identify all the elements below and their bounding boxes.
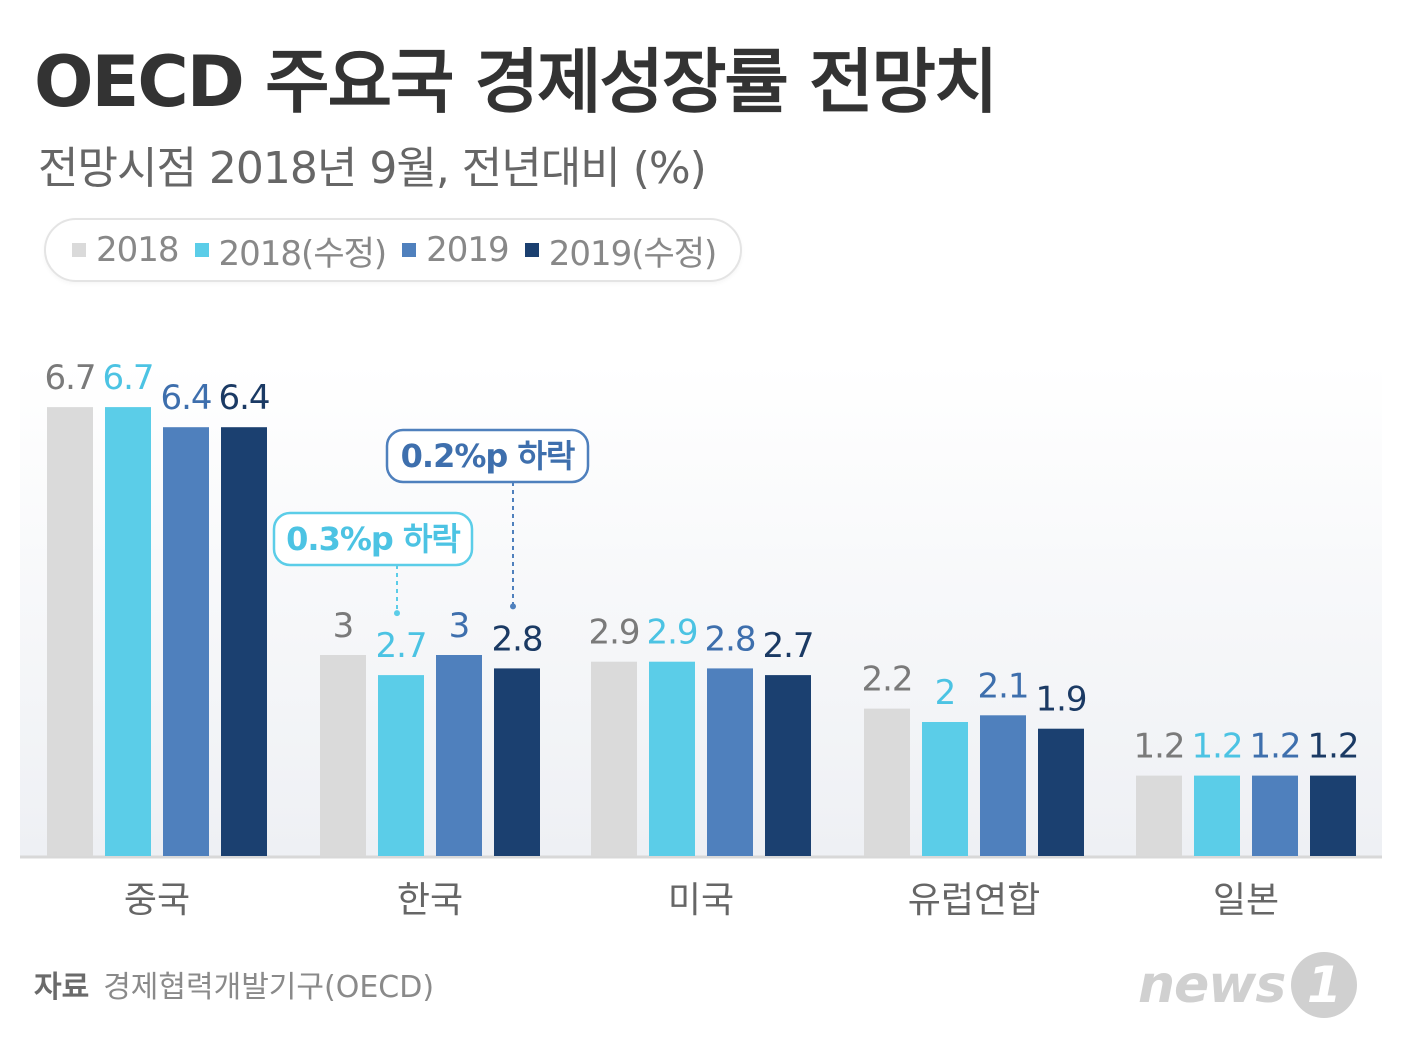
data-label: 6.4 [218, 378, 269, 418]
bar [707, 668, 753, 856]
bar [1038, 728, 1084, 856]
legend-label: 2019(수정) [548, 233, 718, 274]
annotation-callout [385, 428, 590, 484]
data-label: 2.2 [861, 660, 912, 700]
bar [105, 407, 151, 856]
legend-item-2018: 2018 [72, 230, 180, 270]
data-label: 1.2 [1307, 727, 1358, 767]
data-label: 3 [449, 606, 470, 646]
source-text: 경제협력개발기구(OECD) [103, 970, 435, 1005]
data-label: 2.8 [704, 619, 755, 659]
bar [980, 715, 1026, 856]
legend-swatch-icon [402, 243, 417, 257]
data-label: 2.7 [762, 626, 813, 666]
news1-logo: news 1 [1138, 952, 1358, 1018]
source-note: 자료 경제협력개발기구(OECD) [34, 962, 434, 1006]
legend-swatch-icon [72, 243, 86, 257]
logo-text: news [1138, 955, 1286, 1015]
bar [922, 722, 968, 856]
data-label: 2.7 [375, 626, 426, 666]
category-label: 유럽연합 [908, 880, 1040, 921]
bar [47, 407, 93, 856]
bar [436, 655, 482, 856]
bar [765, 675, 811, 856]
data-label: 3 [333, 606, 354, 646]
chart-subtitle: 전망시점 2018년 9월, 전년대비 (%) [38, 143, 707, 194]
bar [1194, 775, 1240, 856]
data-label: 2.1 [977, 666, 1028, 706]
legend-label: 2018 [96, 230, 180, 270]
data-label: 1.2 [1191, 727, 1242, 767]
data-label: 1.2 [1133, 727, 1184, 767]
bar [1136, 775, 1182, 856]
source-label: 자료 [34, 970, 90, 1005]
bar [320, 655, 366, 856]
data-label: 6.7 [44, 358, 95, 398]
logo-badge-icon: 1 [1291, 952, 1358, 1018]
bar [864, 708, 910, 856]
data-label: 1.2 [1249, 727, 1300, 767]
bar [1252, 775, 1298, 856]
legend-label: 2018(수정) [218, 233, 388, 274]
bar [378, 675, 424, 856]
annotation-text: 0.2%p 하락 [401, 437, 575, 475]
legend-item-2019-revised: 2019(수정) [524, 226, 718, 275]
legend-item-2018-revised: 2018(수정) [194, 226, 388, 275]
legend-item-2019: 2019 [402, 230, 510, 270]
bar [649, 661, 695, 856]
chart-title: OECD 주요국 경제성장률 전망치 [34, 41, 998, 123]
legend-swatch-icon [524, 243, 539, 257]
data-label: 2.8 [491, 619, 542, 659]
bar [591, 661, 637, 856]
data-label: 2.9 [646, 613, 697, 653]
annotation-leader-dot [510, 603, 516, 610]
category-label: 중국 [124, 880, 190, 921]
legend-swatch-icon [194, 243, 209, 257]
category-label: 미국 [668, 880, 734, 921]
annotation-callout [272, 511, 474, 567]
bar [221, 427, 267, 856]
data-label: 2 [935, 673, 956, 713]
data-label: 1.9 [1035, 680, 1086, 720]
data-label: 6.7 [102, 358, 153, 398]
annotation-text: 0.3%p 하락 [286, 520, 460, 558]
category-label: 한국 [397, 880, 463, 921]
bar [494, 668, 540, 856]
data-label: 2.9 [588, 613, 639, 653]
bar [163, 427, 209, 856]
data-label: 6.4 [160, 378, 211, 418]
annotation-leader-dot [394, 610, 400, 617]
bar [1310, 775, 1356, 856]
legend-label: 2019 [426, 230, 510, 270]
legend: 2018 2018(수정) 2019 2019(수정) [44, 218, 742, 282]
category-label: 일본 [1213, 880, 1279, 921]
